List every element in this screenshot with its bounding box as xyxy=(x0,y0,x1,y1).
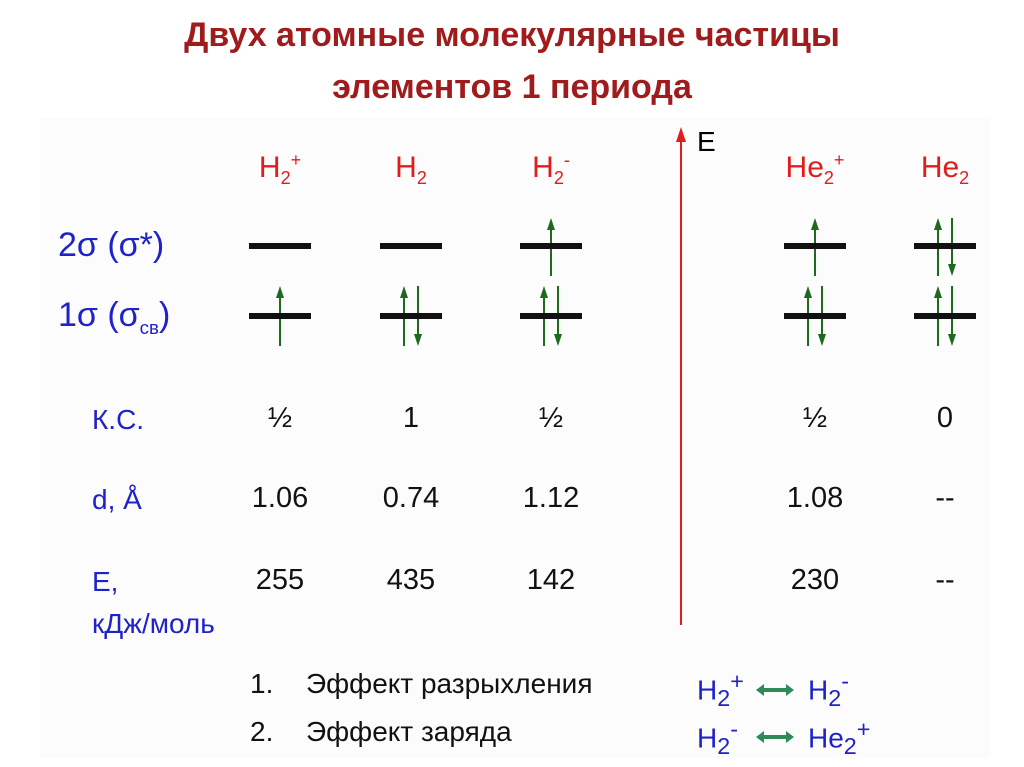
effect-number: 1. xyxy=(250,668,274,699)
distance-value: 0.74 xyxy=(382,482,440,514)
bond-order-value: ½ xyxy=(267,402,293,434)
energy-value: 435 xyxy=(386,564,436,596)
spin-up-arrowhead xyxy=(934,286,942,298)
energy-value: -- xyxy=(935,564,955,596)
level-1sigma xyxy=(914,313,976,319)
energy-value: 255 xyxy=(255,564,305,596)
spin-up-arrowhead xyxy=(276,286,284,298)
species-label: He2+ xyxy=(785,150,845,188)
spin-down-arrowhead xyxy=(948,264,956,276)
level-2sigma xyxy=(784,243,846,249)
level-2sigma xyxy=(914,243,976,249)
bond-order-value: 1 xyxy=(402,402,420,434)
level-1sigma xyxy=(520,313,582,319)
spin-down-arrowhead xyxy=(414,334,422,346)
level-1sigma xyxy=(784,313,846,319)
distance-value: 1.12 xyxy=(522,482,580,514)
distance-value: 1.08 xyxy=(786,482,844,514)
spin-up-arrowhead xyxy=(400,286,408,298)
effect-formula-b: H2- xyxy=(808,668,849,711)
energy-axis-arrowhead xyxy=(676,127,686,142)
energy-value: 230 xyxy=(790,564,840,596)
energy-axis-label: E xyxy=(697,126,716,157)
spin-up-arrowhead xyxy=(547,218,555,230)
bond-order-value: ½ xyxy=(538,402,564,434)
species-label: H2+ xyxy=(258,150,302,188)
spin-up-arrowhead xyxy=(934,218,942,230)
spin-down-arrowhead xyxy=(818,334,826,346)
level-1sigma xyxy=(249,313,311,319)
level-2sigma xyxy=(520,243,582,249)
spin-up-arrowhead xyxy=(540,286,548,298)
level-1sigma xyxy=(380,313,442,319)
slide-panel xyxy=(40,118,990,758)
title-line-1: Двух атомные молекулярные частицы xyxy=(184,16,840,54)
energy-value: 142 xyxy=(526,564,576,596)
effect-number: 2. xyxy=(250,716,274,747)
row-label-energy-unit: кДж/моль xyxy=(92,608,215,639)
distance-value: 1.06 xyxy=(251,482,309,514)
effect-formula-b: He2+ xyxy=(808,716,871,759)
orbital-label-2sigma: 2σ (σ*) xyxy=(58,226,165,264)
species-label: H2- xyxy=(532,150,570,188)
row-label-distance: d, Å xyxy=(92,484,142,515)
distance-value: -- xyxy=(935,482,955,514)
species-label: He2 xyxy=(920,151,970,188)
effect-formula-a: H2+ xyxy=(697,668,744,711)
double-arrow-icon xyxy=(756,684,794,696)
bond-order-value: ½ xyxy=(802,402,828,434)
orbital-label-1sigma: 1σ (σсв) xyxy=(58,296,171,338)
row-label-energy: E, xyxy=(92,566,119,597)
effect-text: Эффект заряда xyxy=(306,716,512,747)
spin-down-arrowhead xyxy=(948,334,956,346)
spin-down-arrowhead xyxy=(554,334,562,346)
bond-order-value: 0 xyxy=(936,402,954,434)
species-label: H2 xyxy=(395,151,427,188)
spin-up-arrowhead xyxy=(811,218,819,230)
row-label-bond-order: К.С. xyxy=(92,404,145,435)
double-arrow-icon xyxy=(756,731,794,743)
level-2sigma xyxy=(249,243,311,249)
title-line-2: элементов 1 периода xyxy=(332,68,692,106)
level-2sigma xyxy=(380,243,442,249)
effect-text: Эффект разрыхления xyxy=(306,668,593,699)
effect-formula-a: H2- xyxy=(697,716,738,759)
spin-up-arrowhead xyxy=(804,286,812,298)
